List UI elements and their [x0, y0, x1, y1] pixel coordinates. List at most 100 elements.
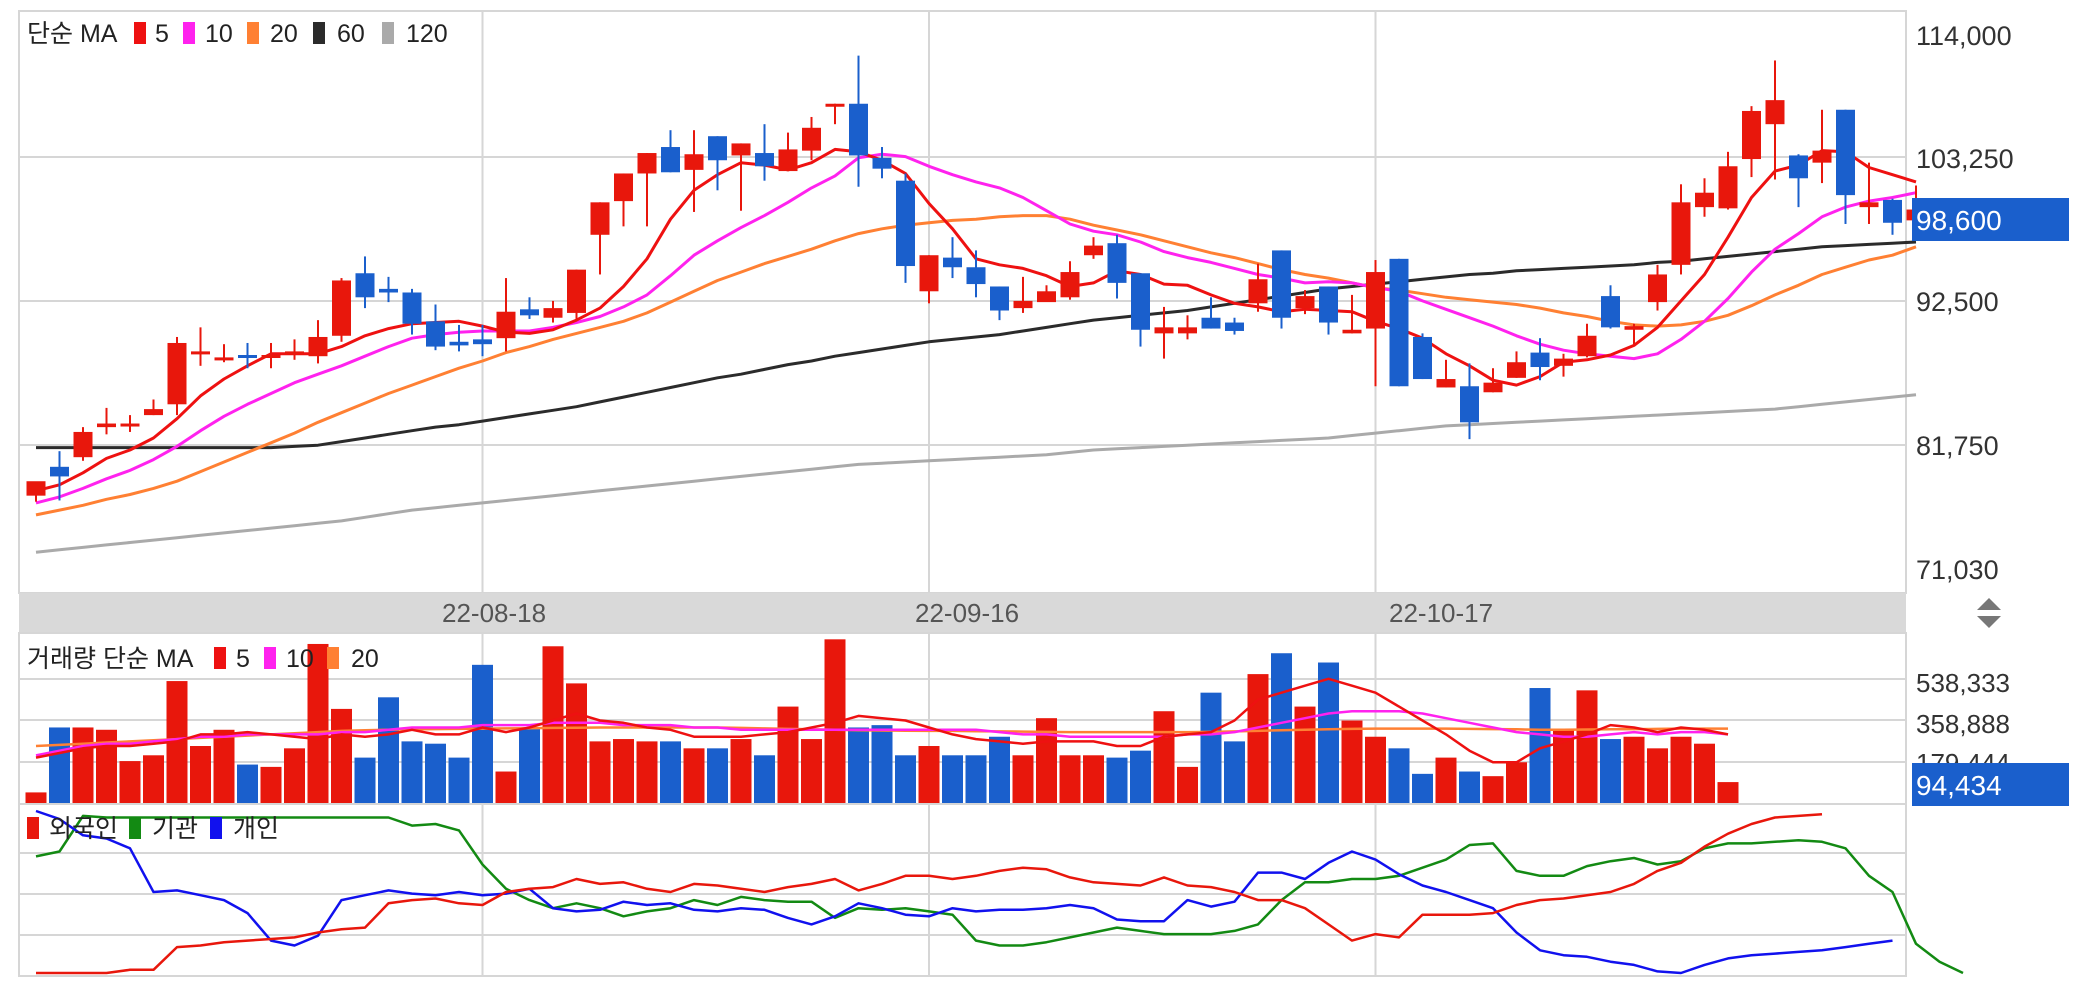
candle[interactable]: [1272, 250, 1291, 329]
volume-bar[interactable]: [1365, 736, 1386, 804]
volume-bar[interactable]: [1576, 690, 1598, 804]
candle[interactable]: [1366, 260, 1385, 387]
volume-bar[interactable]: [1435, 757, 1457, 804]
volume-bar[interactable]: [519, 727, 540, 804]
volume-bar[interactable]: [801, 739, 822, 804]
volume-bar[interactable]: [49, 727, 70, 804]
candle[interactable]: [332, 278, 351, 342]
candle[interactable]: [1624, 323, 1644, 345]
candle[interactable]: [120, 415, 140, 432]
candle[interactable]: [1671, 184, 1691, 275]
candle[interactable]: [543, 300, 563, 323]
volume-bar[interactable]: [1224, 741, 1245, 804]
volume-bar[interactable]: [1506, 762, 1527, 804]
candle[interactable]: [73, 427, 93, 461]
volume-bar[interactable]: [1717, 782, 1739, 804]
candle[interactable]: [661, 130, 680, 173]
candle[interactable]: [966, 250, 986, 298]
volume-bar[interactable]: [730, 739, 752, 804]
volume-bar[interactable]: [1130, 750, 1151, 804]
candle[interactable]: [1389, 258, 1409, 387]
volume-bar[interactable]: [1647, 748, 1668, 804]
candle[interactable]: [144, 399, 163, 416]
candle[interactable]: [1483, 368, 1503, 393]
candle[interactable]: [614, 173, 633, 227]
candle[interactable]: [97, 407, 116, 435]
volume-bar[interactable]: [96, 729, 117, 804]
candle[interactable]: [426, 304, 445, 351]
candle[interactable]: [1530, 338, 1550, 381]
volume-bar[interactable]: [1482, 776, 1504, 804]
candle[interactable]: [214, 344, 234, 363]
candle[interactable]: [1248, 263, 1268, 312]
resize-handle-icon[interactable]: [1977, 598, 2001, 628]
candle[interactable]: [1178, 315, 1197, 340]
candle[interactable]: [1319, 286, 1338, 335]
candle[interactable]: [1601, 285, 1620, 329]
candle[interactable]: [1013, 276, 1033, 313]
volume-bar[interactable]: [918, 746, 940, 804]
volume-bar[interactable]: [448, 757, 470, 804]
candle[interactable]: [825, 103, 845, 125]
candle[interactable]: [379, 276, 398, 303]
volume-bar[interactable]: [119, 761, 141, 804]
candle[interactable]: [238, 342, 257, 369]
volume-bar[interactable]: [613, 739, 634, 804]
volume-bar[interactable]: [1012, 755, 1034, 804]
volume-bar[interactable]: [566, 683, 587, 804]
candle[interactable]: [496, 278, 516, 352]
volume-bar[interactable]: [848, 727, 869, 804]
volume-bar[interactable]: [683, 748, 705, 804]
candle[interactable]: [778, 132, 798, 172]
volume-bar[interactable]: [1271, 653, 1292, 804]
candle[interactable]: [755, 124, 774, 181]
candle[interactable]: [1789, 154, 1808, 208]
candle[interactable]: [919, 255, 939, 304]
volume-bar[interactable]: [1341, 720, 1363, 805]
date-axis[interactable]: 22-08-18 22-09-16 22-10-17: [19, 593, 2001, 633]
volume-bar[interactable]: [1529, 688, 1551, 804]
volume-bar[interactable]: [378, 697, 399, 804]
volume-bar[interactable]: [660, 741, 681, 804]
candle[interactable]: [473, 324, 492, 357]
candle[interactable]: [167, 336, 187, 416]
candle[interactable]: [637, 153, 657, 227]
volume-bar[interactable]: [25, 792, 47, 804]
volume-bar[interactable]: [542, 646, 564, 804]
volume-bar[interactable]: [1318, 662, 1339, 804]
volume-bar[interactable]: [942, 755, 963, 804]
candle[interactable]: [1107, 234, 1127, 299]
candle[interactable]: [26, 481, 46, 502]
candle[interactable]: [1554, 353, 1573, 377]
volume-bar[interactable]: [1247, 674, 1269, 804]
candle[interactable]: [708, 136, 727, 191]
candle[interactable]: [520, 297, 539, 319]
volume-bar[interactable]: [989, 736, 1010, 804]
volume-bars[interactable]: [25, 639, 1739, 805]
volume-bar[interactable]: [1459, 771, 1480, 804]
candle[interactable]: [1154, 306, 1174, 359]
volume-bar[interactable]: [472, 664, 493, 804]
volume-bar[interactable]: [284, 748, 305, 804]
volume-bar[interactable]: [1694, 743, 1715, 804]
candle[interactable]: [1413, 333, 1432, 380]
volume-bar[interactable]: [307, 643, 329, 804]
candle[interactable]: [684, 130, 704, 212]
candle[interactable]: [1648, 264, 1667, 311]
volume-bar[interactable]: [1177, 766, 1198, 804]
candle[interactable]: [1577, 323, 1597, 358]
candle[interactable]: [590, 202, 610, 275]
volume-bar[interactable]: [965, 755, 987, 804]
candle[interactable]: [191, 327, 210, 366]
volume-bar[interactable]: [1412, 773, 1433, 804]
candle[interactable]: [1859, 162, 1879, 224]
volume-bar[interactable]: [1623, 736, 1645, 804]
candle[interactable]: [1765, 60, 1785, 180]
candle[interactable]: [1037, 285, 1056, 303]
candle[interactable]: [1695, 178, 1714, 217]
candle[interactable]: [261, 342, 281, 369]
volume-bar[interactable]: [190, 746, 211, 804]
volume-bar[interactable]: [237, 764, 258, 804]
volume-bar[interactable]: [260, 766, 282, 804]
volume-bar[interactable]: [1059, 755, 1081, 804]
